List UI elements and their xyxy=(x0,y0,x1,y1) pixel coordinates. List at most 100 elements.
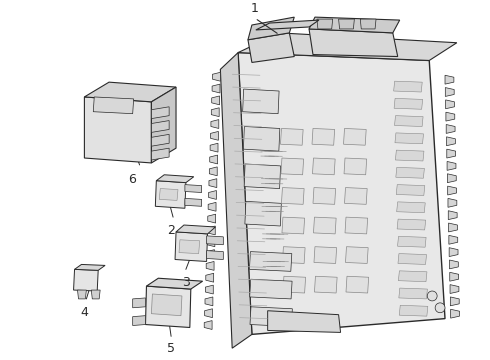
Polygon shape xyxy=(209,190,217,199)
Polygon shape xyxy=(205,309,213,318)
Polygon shape xyxy=(450,272,459,281)
Polygon shape xyxy=(446,112,455,121)
Polygon shape xyxy=(244,164,281,189)
Polygon shape xyxy=(205,285,213,294)
Polygon shape xyxy=(209,167,217,176)
Polygon shape xyxy=(211,108,219,117)
Polygon shape xyxy=(397,219,426,230)
Polygon shape xyxy=(314,217,336,234)
Polygon shape xyxy=(238,53,445,334)
Polygon shape xyxy=(344,188,367,204)
Polygon shape xyxy=(84,97,151,163)
Text: 3: 3 xyxy=(182,276,190,289)
Polygon shape xyxy=(395,150,424,161)
Polygon shape xyxy=(159,189,178,201)
Polygon shape xyxy=(268,311,341,332)
Polygon shape xyxy=(151,148,169,160)
Polygon shape xyxy=(399,305,428,316)
Polygon shape xyxy=(448,198,457,207)
Polygon shape xyxy=(212,84,220,93)
Polygon shape xyxy=(211,120,219,129)
Polygon shape xyxy=(396,167,424,178)
Polygon shape xyxy=(446,137,455,146)
Circle shape xyxy=(427,291,437,301)
Text: 4: 4 xyxy=(80,306,88,319)
Polygon shape xyxy=(315,276,337,293)
Polygon shape xyxy=(93,97,134,114)
Polygon shape xyxy=(213,72,220,81)
Polygon shape xyxy=(74,269,98,291)
Polygon shape xyxy=(394,98,423,109)
Polygon shape xyxy=(220,53,252,348)
Polygon shape xyxy=(77,290,86,299)
Polygon shape xyxy=(398,253,426,265)
Polygon shape xyxy=(133,298,146,308)
Polygon shape xyxy=(210,143,218,152)
Polygon shape xyxy=(309,29,398,57)
Polygon shape xyxy=(208,214,216,223)
Polygon shape xyxy=(317,19,333,29)
Polygon shape xyxy=(448,186,457,195)
Polygon shape xyxy=(339,19,354,29)
Polygon shape xyxy=(74,265,105,270)
Text: 6: 6 xyxy=(128,173,136,186)
Polygon shape xyxy=(211,131,219,140)
Polygon shape xyxy=(156,175,194,183)
Polygon shape xyxy=(248,33,294,62)
Circle shape xyxy=(435,303,445,313)
Polygon shape xyxy=(445,87,454,96)
Polygon shape xyxy=(84,82,176,102)
Polygon shape xyxy=(147,278,203,289)
Polygon shape xyxy=(212,96,220,105)
Polygon shape xyxy=(445,100,454,109)
Polygon shape xyxy=(209,179,217,188)
Polygon shape xyxy=(395,133,423,144)
Polygon shape xyxy=(185,198,202,206)
Polygon shape xyxy=(450,285,459,293)
Polygon shape xyxy=(314,247,337,264)
Polygon shape xyxy=(281,158,304,175)
Polygon shape xyxy=(175,232,208,261)
Polygon shape xyxy=(283,276,306,293)
Polygon shape xyxy=(208,202,216,211)
Polygon shape xyxy=(448,211,457,220)
Polygon shape xyxy=(313,188,336,204)
Polygon shape xyxy=(345,217,368,234)
Text: 1: 1 xyxy=(251,2,259,15)
Polygon shape xyxy=(451,309,460,318)
Polygon shape xyxy=(151,87,176,163)
Polygon shape xyxy=(146,286,191,328)
Polygon shape xyxy=(280,129,303,145)
Polygon shape xyxy=(91,290,100,299)
Polygon shape xyxy=(282,247,305,264)
Polygon shape xyxy=(205,297,213,306)
Polygon shape xyxy=(282,217,305,234)
Polygon shape xyxy=(345,247,368,264)
Polygon shape xyxy=(244,126,280,151)
Polygon shape xyxy=(207,236,223,245)
Polygon shape xyxy=(360,19,376,29)
Polygon shape xyxy=(448,223,458,232)
Polygon shape xyxy=(398,271,427,282)
Polygon shape xyxy=(399,288,427,299)
Polygon shape xyxy=(207,238,215,247)
Polygon shape xyxy=(249,252,292,271)
Polygon shape xyxy=(344,158,367,175)
Polygon shape xyxy=(445,75,454,84)
Polygon shape xyxy=(256,20,319,30)
Polygon shape xyxy=(394,116,423,126)
Polygon shape xyxy=(446,125,455,134)
Polygon shape xyxy=(248,17,294,40)
Polygon shape xyxy=(207,226,215,235)
Polygon shape xyxy=(447,174,456,183)
Polygon shape xyxy=(133,316,146,325)
Polygon shape xyxy=(185,185,202,193)
Polygon shape xyxy=(176,225,216,234)
Polygon shape xyxy=(447,149,456,158)
Polygon shape xyxy=(250,307,293,327)
Polygon shape xyxy=(449,235,458,244)
Polygon shape xyxy=(243,89,279,114)
Polygon shape xyxy=(450,297,459,306)
Polygon shape xyxy=(281,188,304,204)
Polygon shape xyxy=(207,249,215,258)
